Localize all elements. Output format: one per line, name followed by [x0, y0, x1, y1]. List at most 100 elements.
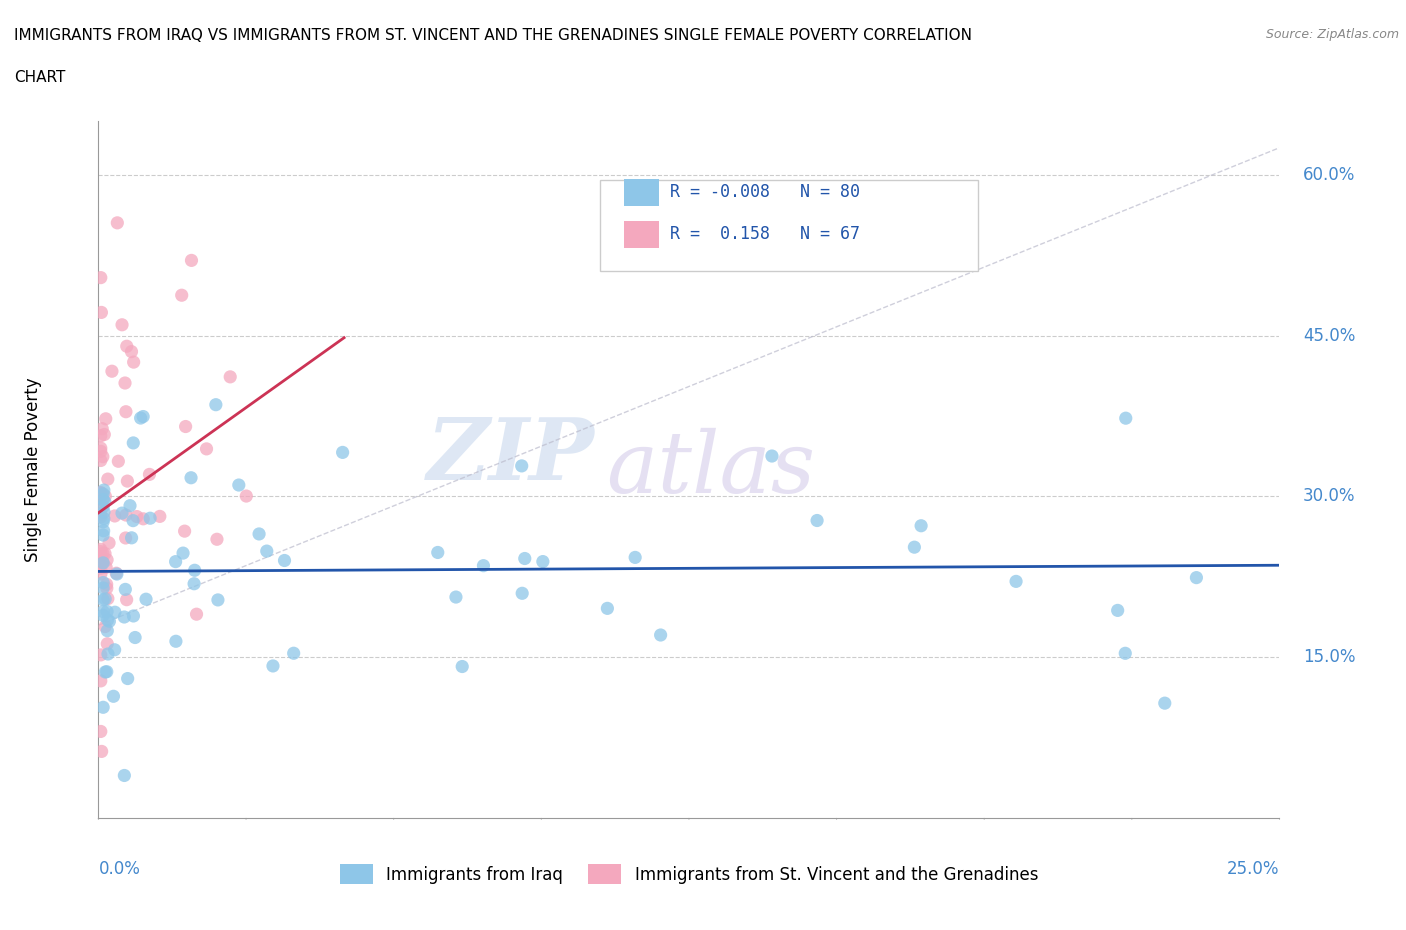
Point	[90, 444, 112, 458]
Point	[91, 514, 114, 529]
Point	[104, 643, 127, 658]
Point	[262, 658, 284, 673]
Point	[90, 305, 112, 320]
Point	[183, 563, 205, 578]
Point	[90, 498, 112, 512]
Point	[93, 512, 115, 526]
Point	[98, 614, 121, 629]
Point	[806, 513, 828, 528]
Bar	[624, 221, 659, 247]
Point	[90, 724, 112, 739]
Point	[90, 542, 112, 557]
Point	[90, 485, 112, 500]
Point	[139, 511, 162, 525]
Point	[174, 419, 197, 434]
Point	[903, 539, 925, 554]
Point	[173, 524, 195, 538]
Point	[172, 546, 194, 561]
Point	[219, 369, 242, 384]
Point	[205, 532, 228, 547]
Point	[101, 364, 124, 379]
Point	[111, 317, 134, 332]
Text: 15.0%: 15.0%	[1303, 648, 1355, 667]
Point	[624, 550, 647, 565]
Point	[90, 486, 112, 501]
Point	[105, 565, 128, 580]
Point	[91, 592, 114, 607]
Point	[90, 673, 112, 688]
Point	[90, 558, 112, 573]
Point	[1005, 574, 1028, 589]
Point	[97, 472, 120, 486]
Point	[596, 601, 619, 616]
Point	[117, 473, 139, 488]
Legend: Immigrants from Iraq, Immigrants from St. Vincent and the Grenadines: Immigrants from Iraq, Immigrants from St…	[333, 857, 1045, 890]
Point	[125, 509, 148, 524]
Point	[94, 411, 117, 426]
Point	[91, 499, 114, 514]
Point	[426, 545, 449, 560]
Point	[112, 768, 135, 783]
Point	[121, 344, 143, 359]
Point	[90, 549, 112, 564]
Point	[910, 518, 932, 533]
Point	[94, 619, 117, 634]
Point	[115, 405, 138, 419]
Point	[90, 544, 112, 559]
Point	[97, 646, 120, 661]
Point	[115, 592, 138, 607]
Point	[472, 558, 495, 573]
Bar	[624, 179, 659, 206]
Point	[94, 665, 117, 680]
Point	[96, 577, 118, 591]
Point	[96, 636, 118, 651]
Point	[90, 441, 112, 456]
Point	[91, 604, 114, 619]
Point	[103, 689, 125, 704]
Point	[138, 467, 160, 482]
Point	[273, 553, 295, 568]
Point	[93, 483, 115, 498]
Point	[1185, 570, 1208, 585]
Text: ZIP: ZIP	[426, 414, 595, 498]
Point	[111, 506, 134, 521]
Point	[170, 287, 193, 302]
Point	[247, 526, 270, 541]
Point	[91, 608, 114, 623]
Point	[761, 448, 783, 463]
Point	[105, 566, 128, 581]
Point	[91, 555, 114, 570]
Text: 30.0%: 30.0%	[1303, 487, 1355, 506]
Point	[1153, 696, 1175, 711]
Point	[510, 586, 533, 601]
Point	[165, 554, 187, 569]
Point	[90, 507, 112, 522]
Point	[1107, 603, 1129, 618]
Point	[135, 591, 157, 606]
Point	[129, 411, 152, 426]
Point	[650, 628, 672, 643]
Point	[98, 536, 121, 551]
Text: atlas: atlas	[606, 429, 815, 511]
Point	[121, 530, 143, 545]
Point	[97, 613, 120, 628]
Point	[112, 609, 135, 624]
Point	[195, 442, 218, 457]
Text: CHART: CHART	[14, 70, 66, 85]
Point	[91, 449, 114, 464]
Point	[93, 524, 115, 538]
Point	[94, 489, 117, 504]
Point	[122, 354, 145, 369]
Point	[122, 513, 145, 528]
Point	[96, 552, 118, 567]
Point	[96, 580, 118, 595]
Point	[90, 429, 112, 444]
Point	[90, 566, 112, 581]
Point	[132, 512, 155, 526]
Point	[235, 488, 257, 503]
Point	[96, 623, 118, 638]
Point	[93, 505, 115, 520]
Point	[93, 427, 115, 442]
Point	[205, 397, 228, 412]
Point	[91, 700, 114, 715]
